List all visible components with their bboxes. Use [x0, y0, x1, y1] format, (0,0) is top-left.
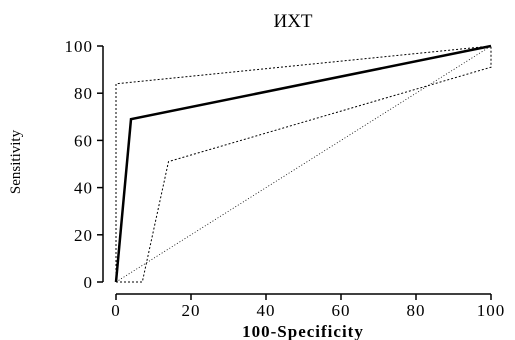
series-line-2	[115, 45, 492, 282]
y-tick-label: 80	[74, 84, 93, 103]
series-layer	[114, 44, 492, 283]
x-tick-label: 80	[407, 301, 426, 320]
axes: 0 20 40 60 80 100 0 20 40 60 80 100	[65, 37, 506, 320]
y-tick-label: 0	[84, 273, 94, 292]
series-line-1	[114, 44, 492, 283]
x-tick-label: 60	[332, 301, 351, 320]
series-line-4	[115, 45, 492, 283]
y-axis-label: Sensitivity	[8, 129, 24, 194]
x-tick-label: 0	[111, 301, 121, 320]
x-tick-label: 40	[257, 301, 276, 320]
chart-title: ИХТ	[273, 11, 312, 32]
y-tick-label: 100	[65, 37, 94, 56]
x-axis-label: 100-Specificity	[242, 322, 364, 340]
series-line-3	[116, 46, 492, 283]
y-tick-label: 20	[74, 226, 93, 245]
y-tick-label: 60	[74, 131, 93, 150]
x-tick-label: 100	[477, 301, 506, 320]
y-tick-label: 40	[74, 179, 93, 198]
x-tick-label: 20	[182, 301, 201, 320]
